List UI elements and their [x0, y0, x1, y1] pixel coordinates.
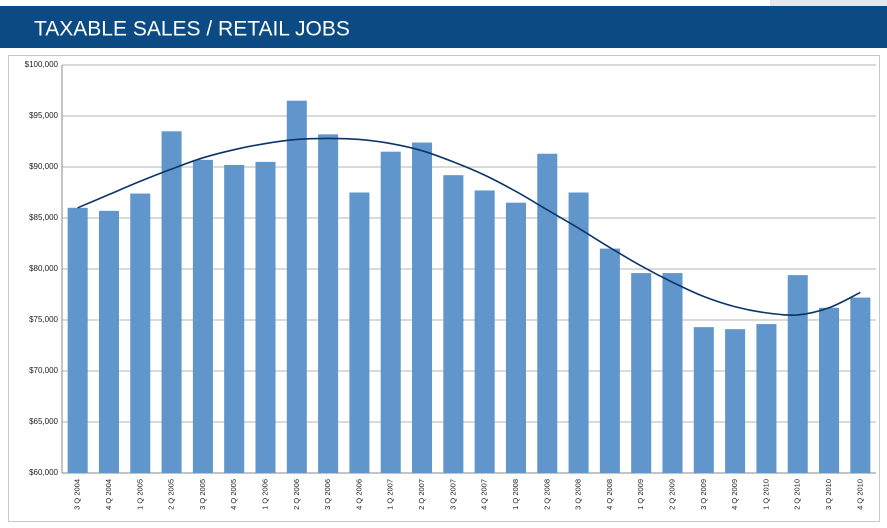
bar: [380, 151, 401, 473]
bar: [474, 190, 495, 473]
bar: [412, 142, 433, 473]
x-tick-label: 4 Q 2008: [605, 479, 614, 510]
bar: [850, 297, 871, 473]
y-tick-label: $85,000: [29, 213, 58, 222]
bar: [568, 192, 589, 473]
x-tick-label: 2 Q 2010: [793, 479, 802, 510]
bar: [224, 164, 245, 473]
x-tick-label: 2 Q 2006: [292, 479, 301, 510]
x-tick-label: 1 Q 2010: [761, 479, 770, 510]
x-tick-label: 1 Q 2008: [511, 479, 520, 510]
x-tick-label: 4 Q 2004: [104, 479, 113, 510]
corner-tab: [770, 0, 887, 6]
x-tick-label: 4 Q 2007: [480, 479, 489, 510]
bar: [192, 159, 213, 474]
bar: [819, 307, 840, 473]
y-tick-label: $70,000: [29, 366, 58, 375]
bar: [631, 273, 652, 473]
bar: [286, 100, 307, 473]
bar: [537, 153, 558, 474]
x-tick-label: 2 Q 2005: [167, 479, 176, 510]
y-tick-label: $80,000: [29, 264, 58, 273]
y-tick-label: $100,000: [25, 60, 59, 69]
chart-title: TAXABLE SALES / RETAIL JOBS: [34, 18, 350, 41]
y-tick-label: $75,000: [29, 315, 58, 324]
x-tick-label: 2 Q 2009: [667, 479, 676, 510]
bar: [98, 210, 119, 474]
x-tick-label: 3 Q 2008: [574, 479, 583, 510]
x-tick-label: 1 Q 2009: [636, 479, 645, 510]
y-tick-label: $90,000: [29, 162, 58, 171]
x-tick-label: 4 Q 2006: [354, 479, 363, 510]
bar: [505, 202, 526, 473]
bar: [662, 273, 683, 473]
y-tick-label: $65,000: [29, 417, 58, 426]
bar: [599, 248, 620, 473]
x-tick-label: 1 Q 2007: [386, 479, 395, 510]
x-tick-label: 2 Q 2007: [417, 479, 426, 510]
bar: [693, 327, 714, 473]
bar: [443, 175, 464, 473]
header-bar: [0, 6, 887, 48]
bar: [349, 192, 370, 473]
x-tick-label: 1 Q 2005: [135, 479, 144, 510]
x-tick-label: 3 Q 2010: [824, 479, 833, 510]
x-tick-label: 3 Q 2009: [699, 479, 708, 510]
x-tick-label: 3 Q 2006: [323, 479, 332, 510]
x-tick-label: 4 Q 2005: [229, 479, 238, 510]
x-tick-label: 1 Q 2006: [260, 479, 269, 510]
bar: [67, 207, 88, 474]
y-tick-label: $95,000: [29, 111, 58, 120]
bar: [255, 161, 276, 473]
x-tick-label: 4 Q 2009: [730, 479, 739, 510]
bar: [725, 329, 746, 473]
trend-line: [77, 137, 861, 316]
bar: [318, 134, 339, 474]
bar: [130, 193, 151, 473]
x-tick-label: 3 Q 2007: [448, 479, 457, 510]
bar: [787, 275, 808, 473]
y-tick-label: $60,000: [29, 468, 58, 477]
x-tick-label: 3 Q 2005: [198, 479, 207, 510]
bar: [756, 324, 777, 473]
bar: [161, 131, 182, 474]
x-tick-label: 4 Q 2010: [855, 479, 864, 510]
x-tick-label: 3 Q 2004: [73, 479, 82, 510]
x-tick-label: 2 Q 2008: [542, 479, 551, 510]
